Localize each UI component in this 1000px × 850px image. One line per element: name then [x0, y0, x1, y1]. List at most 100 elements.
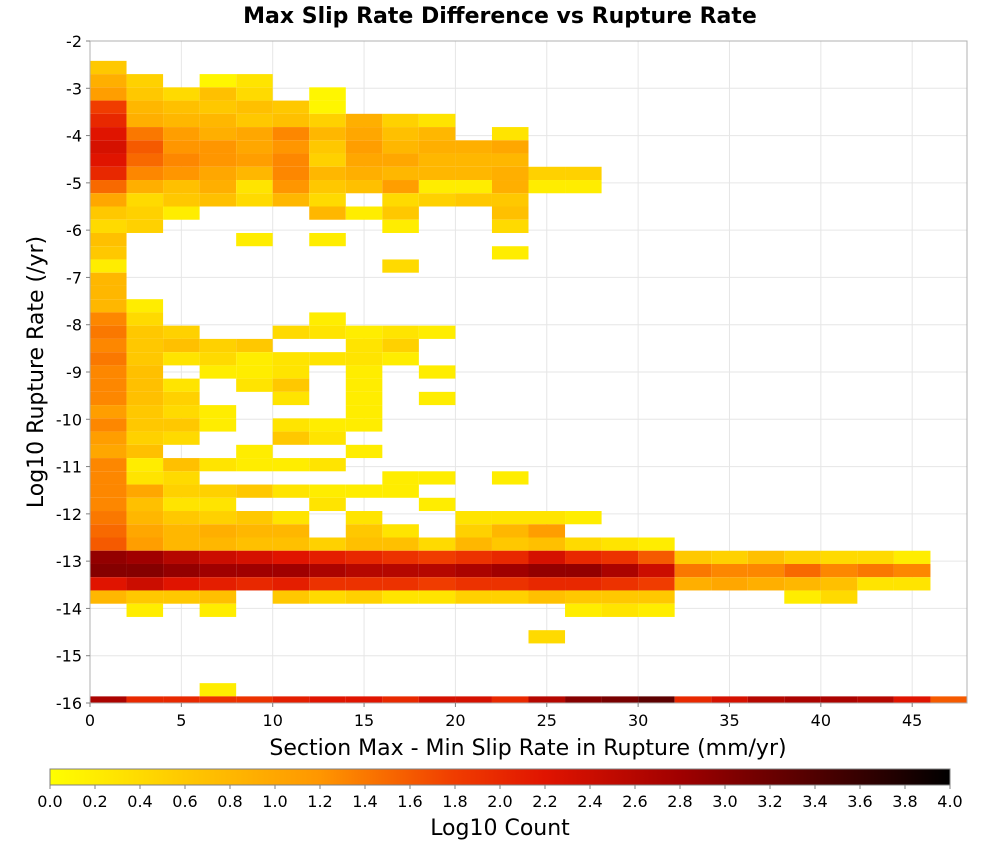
heatmap-cell — [236, 577, 273, 591]
heatmap-cell — [90, 405, 127, 419]
heatmap-cell — [126, 471, 164, 485]
heatmap-cell — [309, 577, 346, 591]
heatmap-cell — [528, 550, 566, 564]
heatmap-cell — [382, 484, 419, 498]
heatmap-cell — [236, 87, 273, 101]
heatmap-cell — [309, 153, 346, 167]
heatmap-cell — [638, 577, 675, 591]
heatmap-cell — [163, 524, 200, 538]
heatmap-cell — [272, 352, 310, 366]
heatmap-cell — [163, 325, 200, 339]
heatmap-cell — [638, 563, 675, 578]
heatmap-cell — [236, 458, 273, 472]
heatmap-cell — [199, 87, 237, 101]
heatmap-cell — [491, 524, 529, 538]
heatmap-cell — [90, 325, 127, 339]
heatmap-cell — [272, 577, 310, 591]
colorbar-tick-label: 1.2 — [307, 792, 332, 811]
heatmap-cell — [90, 524, 127, 538]
heatmap-cell — [528, 180, 566, 194]
colorbar-tick-label: 0.4 — [127, 792, 152, 811]
heatmap-cell — [711, 563, 748, 578]
heatmap-cell — [90, 418, 127, 432]
heatmap-cell — [309, 140, 346, 154]
heatmap-cell — [491, 153, 529, 167]
heatmap-cell — [90, 484, 127, 498]
heatmap-cell — [90, 153, 127, 167]
heatmap-cell — [272, 127, 310, 141]
heatmap-cell — [674, 563, 712, 578]
heatmap-cell — [455, 511, 492, 525]
heatmap-cell — [163, 153, 200, 167]
heatmap-cell — [163, 166, 200, 181]
heatmap-cell — [565, 590, 602, 604]
heatmap-cell — [382, 325, 419, 339]
heatmap-cell — [638, 696, 675, 703]
y-axis-label: Log10 Rupture Rate (/yr) — [24, 236, 49, 508]
heatmap-cell — [199, 683, 237, 697]
heatmap-cell — [418, 365, 456, 379]
heatmap-cell — [90, 550, 127, 564]
heatmap-cell — [236, 511, 273, 525]
heatmap-cell — [126, 418, 164, 432]
heatmap-cell — [309, 87, 346, 101]
heatmap-cell — [272, 511, 310, 525]
heatmap-cell — [418, 577, 456, 591]
heatmap-cell — [309, 431, 346, 445]
heatmap-cell — [236, 127, 273, 141]
heatmap-cell — [784, 550, 821, 564]
heatmap-cell — [199, 153, 237, 167]
heatmap-cell — [747, 696, 785, 703]
heatmap-cell — [90, 299, 127, 313]
heatmap-cell — [345, 484, 383, 498]
heatmap-cell — [528, 696, 566, 703]
heatmap-cell — [90, 272, 127, 286]
heatmap-cell — [491, 577, 529, 591]
heatmap-cell — [126, 405, 164, 419]
heatmap-cell — [90, 497, 127, 512]
heatmap-cell — [382, 471, 419, 485]
colorbar — [49, 768, 951, 786]
heatmap-cell — [382, 127, 419, 141]
heatmap-cell — [163, 113, 200, 128]
heatmap-cell — [309, 180, 346, 194]
heatmap-cell — [455, 166, 492, 181]
heatmap-cell — [382, 113, 419, 128]
heatmap-cell — [236, 537, 273, 551]
y-tick-label: -10 — [56, 410, 82, 429]
heatmap-cell — [382, 193, 419, 207]
heatmap-cell — [272, 696, 310, 703]
heatmap-cell — [163, 537, 200, 551]
heatmap-cell — [199, 497, 237, 512]
heatmap-cell — [345, 511, 383, 525]
heatmap-cell — [345, 325, 383, 339]
heatmap-cell — [528, 577, 566, 591]
heatmap-cell — [272, 484, 310, 498]
heatmap-cell — [857, 563, 894, 578]
heatmap-cell — [345, 537, 383, 551]
heatmap-cell — [674, 550, 712, 564]
heatmap-cell — [309, 696, 346, 703]
colorbar-tick-label: 2.6 — [622, 792, 647, 811]
heatmap-cell — [711, 577, 748, 591]
heatmap-cell — [309, 550, 346, 564]
heatmap-cell — [528, 563, 566, 578]
heatmap-cell — [199, 603, 237, 617]
heatmap-cell — [199, 180, 237, 194]
heatmap-cell — [199, 563, 237, 578]
colorbar-tick-label: 4.0 — [937, 792, 962, 811]
heatmap-cell — [893, 696, 931, 703]
heatmap-cell — [455, 550, 492, 564]
colorbar-tick-label: 3.6 — [847, 792, 872, 811]
heatmap-cell — [418, 113, 456, 128]
y-tick-label: -6 — [66, 221, 82, 240]
heatmap-cell — [163, 484, 200, 498]
heatmap-cell — [382, 696, 419, 703]
heatmap-cell — [163, 405, 200, 419]
heatmap-cell — [126, 127, 164, 141]
heatmap-cell — [90, 458, 127, 472]
heatmap-cell — [418, 193, 456, 207]
heatmap-cell — [163, 87, 200, 101]
heatmap-cell — [236, 180, 273, 194]
heatmap-cell — [90, 180, 127, 194]
